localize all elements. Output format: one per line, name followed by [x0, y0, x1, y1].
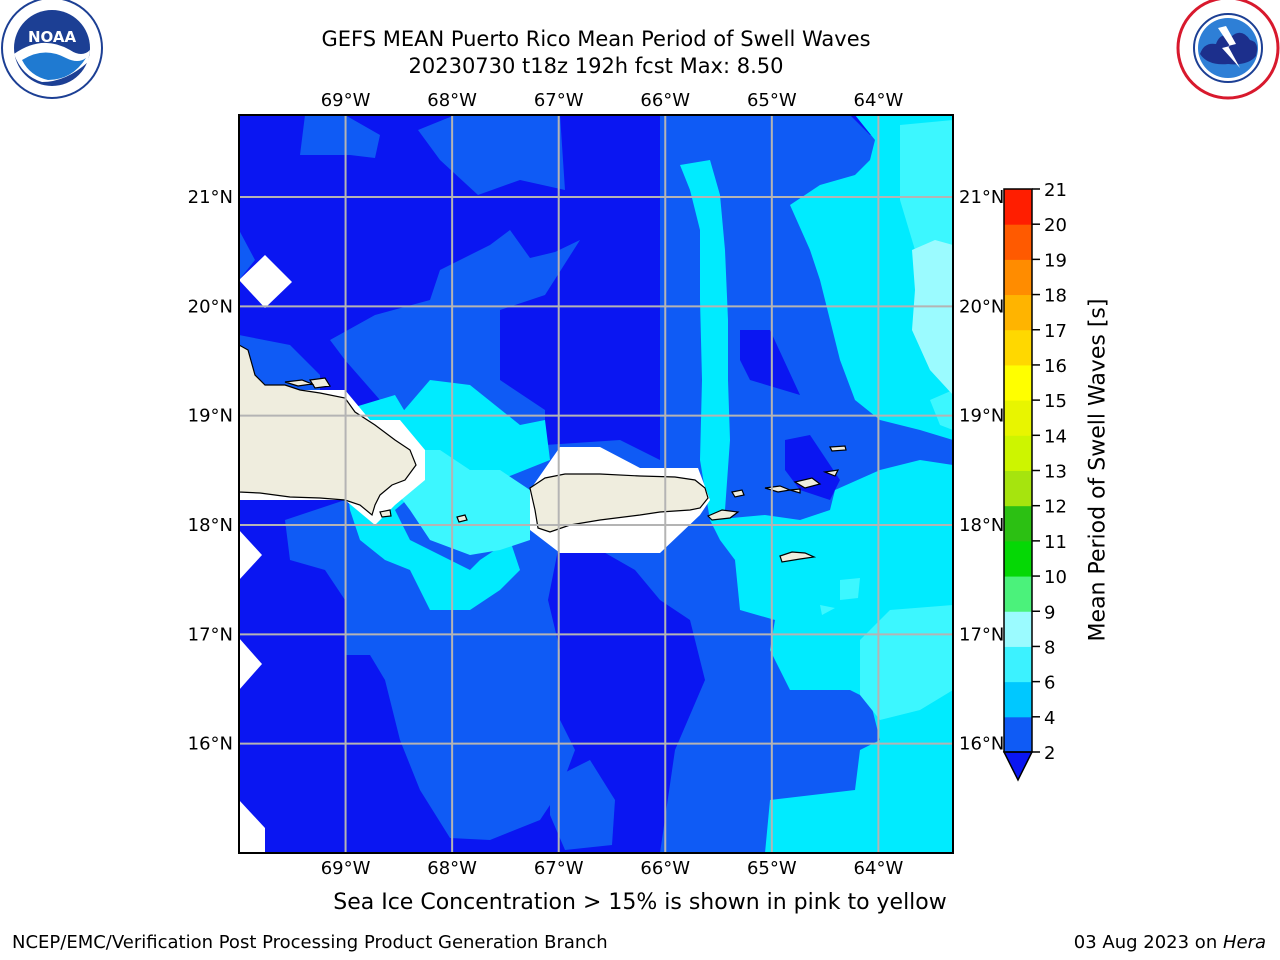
- colorbar-swatches: [1004, 189, 1032, 753]
- nws-logo: [1176, 0, 1280, 100]
- saint-croix-island: [779, 551, 817, 563]
- colorbar-tick-label: 4: [1044, 708, 1055, 729]
- lon-label-top: 66°W: [640, 90, 690, 111]
- lat-label-right: 16°N: [959, 734, 1004, 755]
- lat-label-left: 20°N: [188, 296, 233, 317]
- colorbar-tick-label: 13: [1044, 462, 1067, 483]
- gridlines: [239, 115, 953, 853]
- colorbar-swatch: [1004, 189, 1032, 225]
- colorbar-tick-label: 18: [1044, 286, 1067, 307]
- title-line1: GEFS MEAN Puerto Rico Mean Period of Swe…: [321, 27, 871, 51]
- footer-machine: Hera: [1222, 932, 1266, 953]
- colorbar-swatch: [1004, 611, 1032, 647]
- colorbar-tick-label: 17: [1044, 321, 1067, 342]
- colorbar-swatch: [1004, 716, 1032, 753]
- noaa-logo-text: NOAA: [28, 28, 77, 46]
- colorbar-tick-label: 11: [1044, 532, 1067, 553]
- lat-label-right: 18°N: [959, 515, 1004, 536]
- contour-field: [239, 115, 953, 853]
- puerto-rico-land: [529, 473, 709, 533]
- lon-label-top: 65°W: [747, 90, 797, 111]
- lat-label-left: 17°N: [188, 624, 233, 645]
- lat-label-right: 19°N: [959, 406, 1004, 427]
- lon-label-bottom: 64°W: [854, 858, 904, 879]
- colorbar-swatch: [1004, 224, 1032, 260]
- lon-label-top: 67°W: [534, 90, 584, 111]
- colorbar-tick-label: 15: [1044, 391, 1067, 412]
- colorbar-swatch: [1004, 505, 1032, 542]
- colorbar-swatch: [1004, 435, 1032, 471]
- lat-label-right: 17°N: [959, 624, 1004, 645]
- title-line2: 20230730 t18z 192h fcst Max: 8.50: [408, 54, 784, 78]
- footer-producer: NCEP/EMC/Verification Post Processing Pr…: [12, 932, 608, 953]
- lat-label-right: 20°N: [959, 296, 1004, 317]
- colorbar-tick-label: 9: [1044, 602, 1055, 623]
- map-frame: [238, 114, 954, 854]
- colorbar-title: Mean Period of Swell Waves [s]: [1085, 298, 1111, 642]
- colorbar-swatch: [1004, 540, 1032, 577]
- vieques-island: [706, 509, 740, 521]
- map-area: 69°W 69°W 68°W 68°W 67°W 67°W 66°W 66°W 65°W 65°W…: [188, 90, 1005, 879]
- lon-label-bottom: 66°W: [640, 858, 690, 879]
- noaa-logo: NOAA: [1, 0, 103, 99]
- hispaniola-land: [239, 344, 417, 517]
- land: [239, 344, 847, 563]
- colorbar-under-triangle: [1002, 751, 1034, 782]
- colorbar-tick-label: 20: [1044, 215, 1067, 236]
- contour-8-9: [912, 240, 953, 395]
- colorbar-tick-label: 14: [1044, 426, 1067, 447]
- colorbar-swatch: [1004, 646, 1032, 683]
- colorbar-swatch: [1004, 576, 1032, 612]
- colorbar-tick-label: 8: [1044, 637, 1055, 658]
- lat-label-right: 21°N: [959, 187, 1004, 208]
- colorbar-tick-label: 6: [1044, 673, 1055, 694]
- lon-label-top: 68°W: [427, 90, 477, 111]
- footer-date: 03 Aug 2023 on Hera: [1074, 932, 1266, 953]
- colorbar-swatch: [1004, 329, 1032, 366]
- lon-label-bottom: 67°W: [534, 858, 584, 879]
- lon-label-top: 69°W: [321, 90, 371, 111]
- hispaniola-islands-east: [379, 509, 392, 518]
- lon-label-top: 64°W: [854, 90, 904, 111]
- lat-label-left: 16°N: [188, 734, 233, 755]
- lon-label-bottom: 65°W: [747, 858, 797, 879]
- colorbar-swatch: [1004, 400, 1032, 436]
- lat-label-left: 19°N: [188, 406, 233, 427]
- colorbar-swatch: [1004, 681, 1032, 718]
- colorbar-swatch: [1004, 364, 1032, 401]
- colorbar-tick-label: 19: [1044, 250, 1067, 271]
- colorbar-swatch: [1004, 294, 1032, 331]
- colorbar-tick-label: 2: [1044, 743, 1055, 764]
- colorbar: 2 4 6 8 9 10 11 12 13 14 15 16 17 18 19 20 21: [1002, 180, 1067, 782]
- mona-island: [456, 514, 468, 523]
- lon-label-bottom: 68°W: [427, 858, 477, 879]
- footer-date-text: 03 Aug 2023 on: [1073, 932, 1223, 953]
- lat-label-left: 18°N: [188, 515, 233, 536]
- colorbar-tick-label: 10: [1044, 567, 1067, 588]
- colorbar-tick-label: 12: [1044, 497, 1067, 518]
- lat-label-left: 21°N: [188, 187, 233, 208]
- colorbar-tick-label: 21: [1044, 180, 1067, 201]
- colorbar-tick-label: 16: [1044, 356, 1067, 377]
- axis-labels: 69°W 69°W 68°W 68°W 67°W 67°W 66°W 66°W 65°W 65°W…: [188, 90, 1005, 879]
- virgin-islands: [731, 445, 847, 498]
- lon-label-bottom: 69°W: [321, 858, 371, 879]
- sea-ice-caption: Sea Ice Concentration > 15% is shown in …: [333, 890, 947, 915]
- colorbar-ticks: 2 4 6 8 9 10 11 12 13 14 15 16 17 18 19 20 21: [1032, 180, 1067, 764]
- contour-6-8: [395, 120, 953, 720]
- colorbar-swatch: [1004, 259, 1032, 296]
- colorbar-swatch: [1004, 470, 1032, 507]
- tortuga-island: [284, 377, 332, 389]
